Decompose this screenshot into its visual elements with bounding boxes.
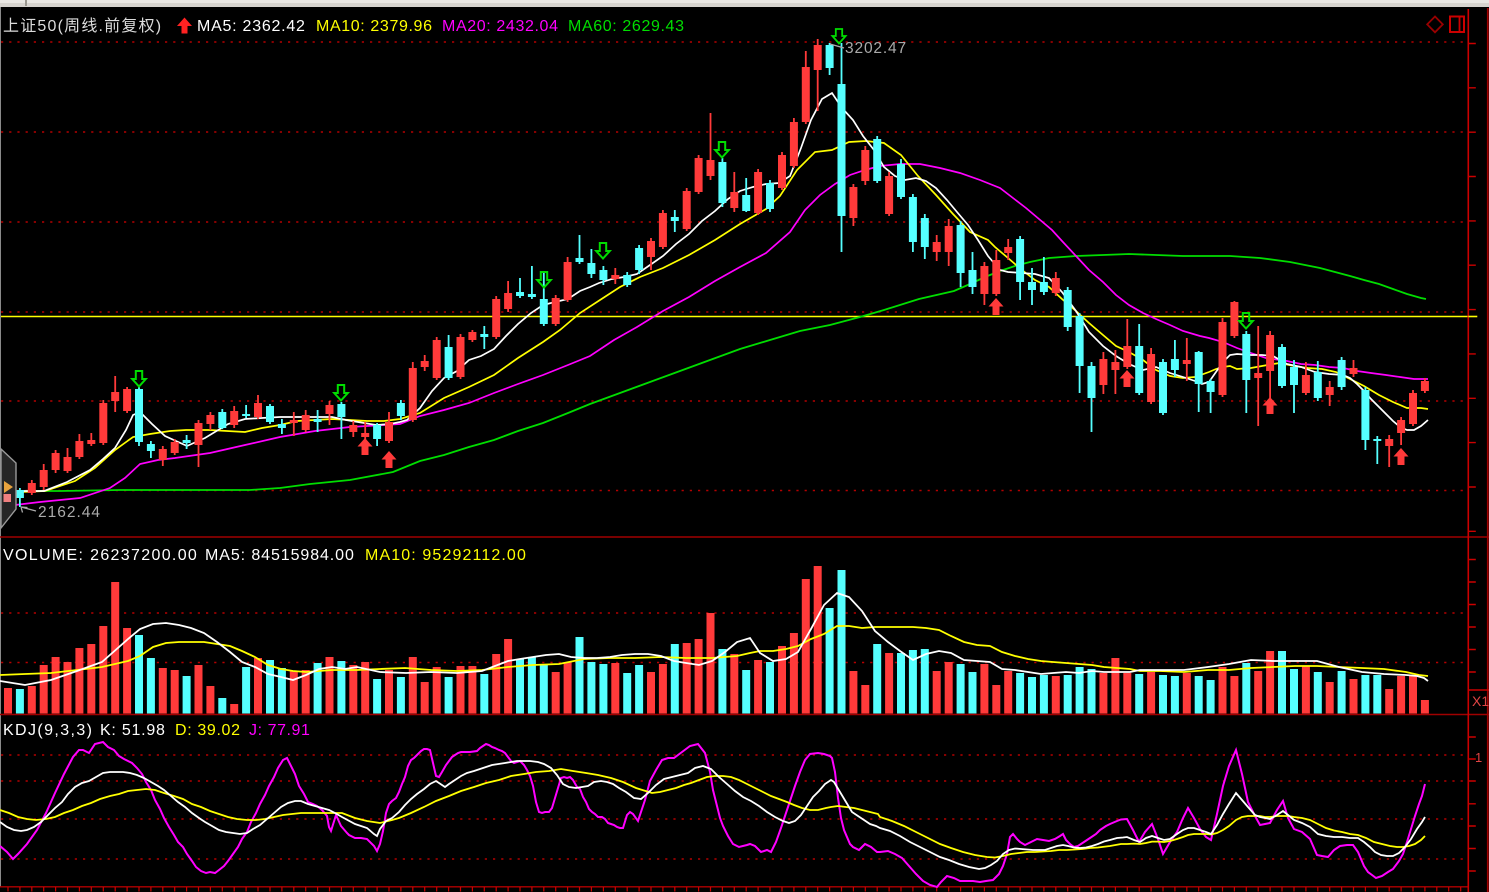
svg-text:J: 77.91: J: 77.91	[249, 722, 311, 739]
svg-text:MA10: 95292112.00: MA10: 95292112.00	[365, 547, 527, 564]
svg-text:D: 39.02: D: 39.02	[175, 722, 241, 739]
svg-text:MA5: 84515984.00: MA5: 84515984.00	[205, 547, 355, 564]
svg-text:K: 51.98: K: 51.98	[100, 722, 166, 739]
svg-text:MA20: 2432.04: MA20: 2432.04	[442, 18, 559, 35]
svg-text:MA5: 2362.42: MA5: 2362.42	[197, 18, 306, 35]
svg-text:MA60: 2629.43: MA60: 2629.43	[568, 18, 685, 35]
svg-text:2162.44: 2162.44	[38, 504, 101, 521]
svg-text:3202.47: 3202.47	[845, 40, 907, 57]
svg-text:VOLUME: 26237200.00: VOLUME: 26237200.00	[3, 547, 198, 564]
svg-text:1: 1	[1475, 750, 1482, 765]
svg-text:MA10: 2379.96: MA10: 2379.96	[316, 18, 433, 35]
svg-text:KDJ(9,3,3): KDJ(9,3,3)	[3, 722, 93, 739]
svg-text:X1: X1	[1472, 693, 1489, 709]
svg-text:上证50(周线.前复权): 上证50(周线.前复权)	[3, 17, 162, 35]
